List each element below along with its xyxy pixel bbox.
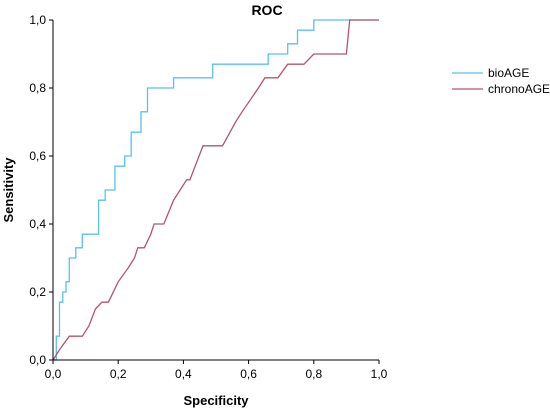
x-tick-label: 0,6 [240, 367, 257, 381]
x-tick-label: 0,0 [45, 367, 62, 381]
y-axis-label: Sensitivity [1, 157, 16, 223]
legend: bioAGE chronoAGE [452, 66, 550, 96]
x-axis-label: Specificity [183, 393, 249, 408]
y-tick-label: 0,8 [29, 81, 46, 95]
series-line-chronoage [52, 19, 379, 361]
y-tick-label: 0,4 [29, 217, 46, 231]
series-line-bioage [53, 19, 379, 361]
y-tick-label: 1,0 [29, 13, 46, 27]
chart-title: ROC [251, 2, 282, 18]
y-tick-label: 0,2 [29, 285, 46, 299]
y-tick-label: 0,0 [29, 353, 46, 367]
x-tick-label: 0,4 [175, 367, 192, 381]
x-tick-label: 0,8 [305, 367, 322, 381]
x-tick-label: 1,0 [371, 367, 388, 381]
legend-label-bioage: bioAGE [488, 66, 529, 80]
x-tick-label: 0,2 [110, 367, 127, 381]
y-tick-label: 0,6 [29, 149, 46, 163]
legend-label-chronoage: chronoAGE [488, 82, 550, 96]
